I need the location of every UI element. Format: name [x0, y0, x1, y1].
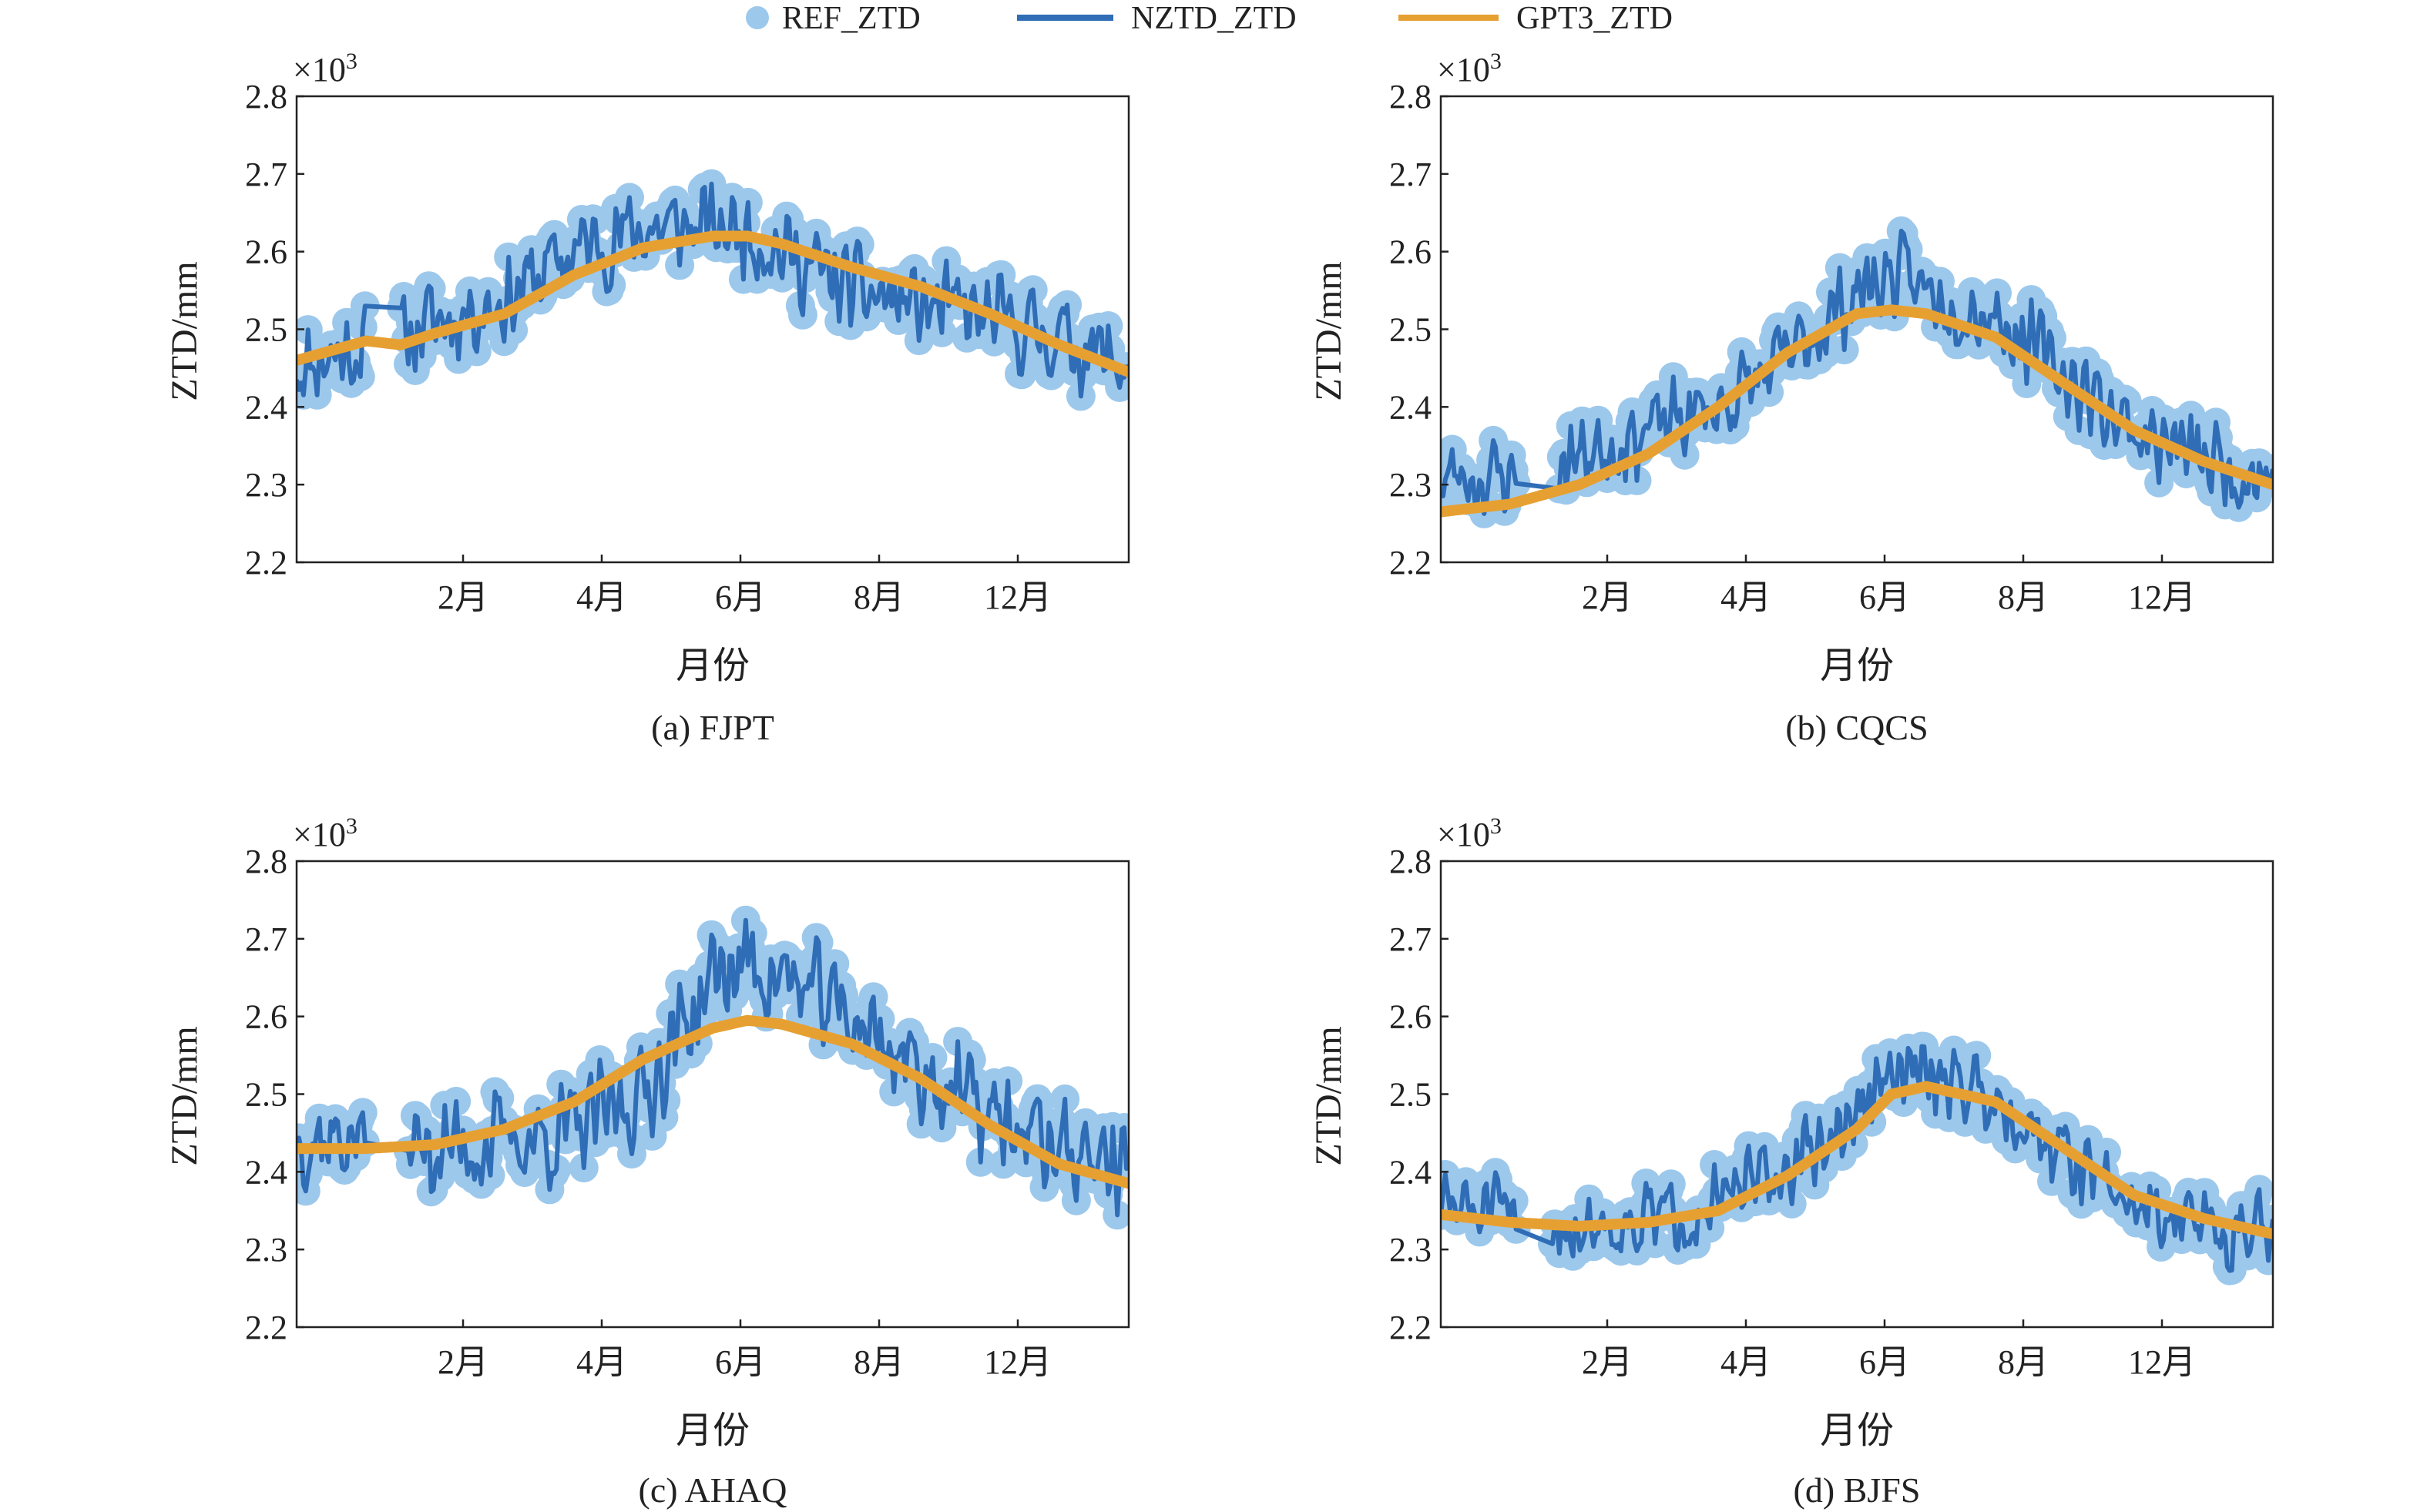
multiplier-label: ×103 — [293, 813, 358, 853]
x-tick-label: 6月 — [715, 1343, 766, 1381]
x-tick-label: 2月 — [1582, 578, 1633, 616]
panel-b: ×103 ZTD/mm 月份 (b) CQCS 2.2 2.3 2.4 2.5 2.6 2… — [1308, 49, 2274, 747]
y-tick-label: 2.2 — [1389, 544, 1432, 582]
x-tick-label: 8月 — [854, 1343, 905, 1381]
x-axis-title: 月份 — [1820, 645, 1894, 686]
y-axis-title: ZTD/mm — [164, 1026, 205, 1165]
panel-caption: (d) BJFS — [1794, 1470, 1921, 1510]
y-tick-label: 2.7 — [1389, 920, 1432, 958]
y-tick-label: 2.7 — [245, 920, 287, 958]
legend: REF_ZTD NZTD_ZTD GPT3_ZTD — [746, 1, 1673, 36]
x-tick-label: 8月 — [854, 578, 905, 616]
x-tick-label: 4月 — [1720, 1343, 1771, 1381]
plot-area — [297, 905, 1129, 1230]
legend-label-ref: REF_ZTD — [782, 1, 921, 36]
x-tick-label: 12月 — [2128, 1343, 2196, 1381]
x-axis-title: 月份 — [676, 645, 750, 686]
panel-caption: (c) AHAQ — [639, 1470, 787, 1510]
y-tick-label: 2.5 — [1389, 311, 1432, 349]
x-tick-label: 2月 — [438, 1343, 488, 1381]
y-tick-label: 2.4 — [245, 388, 287, 426]
x-tick-label: 4月 — [1720, 578, 1771, 616]
y-tick-label: 2.2 — [245, 1309, 287, 1346]
x-tick-label: 2月 — [1582, 1343, 1633, 1381]
x-tick-label: 8月 — [1998, 1343, 2049, 1381]
x-tick-label: 6月 — [1859, 578, 1910, 616]
plot-area — [297, 169, 1129, 411]
y-tick-label: 2.8 — [1389, 843, 1432, 880]
y-tick-label: 2.6 — [245, 998, 287, 1036]
y-tick-label: 2.6 — [245, 233, 287, 271]
y-tick-label: 2.2 — [245, 544, 287, 582]
y-tick-label: 2.7 — [1389, 156, 1432, 193]
x-tick-label: 12月 — [2128, 578, 2196, 616]
y-tick-label: 2.8 — [245, 78, 287, 116]
legend-marker-ref — [746, 6, 769, 29]
x-axis-title: 月份 — [676, 1410, 750, 1451]
y-tick-label: 2.5 — [245, 1076, 287, 1114]
gpt3-ztd-line — [297, 1014, 1129, 1189]
nztd-ztd-line — [1441, 228, 2273, 516]
legend-label-gpt3: GPT3_ZTD — [1516, 1, 1673, 36]
nztd-ztd-line — [297, 917, 1129, 1218]
x-tick-label: 2月 — [438, 578, 488, 616]
y-tick-label: 2.6 — [1389, 998, 1432, 1036]
x-tick-label: 8月 — [1998, 578, 2049, 616]
y-tick-label: 2.4 — [1389, 1153, 1432, 1191]
gpt3-ztd-line — [1441, 1081, 2273, 1239]
y-axis-title: ZTD/mm — [164, 261, 205, 401]
x-tick-label: 12月 — [984, 1343, 1052, 1381]
panel-c: ×103 ZTD/mm 月份 (c) AHAQ 2.2 2.3 2.4 2.5 2.6 2… — [164, 813, 1130, 1510]
y-tick-label: 2.5 — [245, 311, 287, 349]
panel-caption: (b) CQCS — [1785, 708, 1928, 747]
multiplier-label: ×103 — [1437, 49, 1502, 89]
gpt3-ztd-line — [297, 230, 1129, 377]
plot-area — [1441, 1031, 2273, 1286]
multiplier-label: ×103 — [293, 49, 358, 89]
y-tick-label: 2.3 — [245, 466, 287, 504]
y-tick-label: 2.3 — [245, 1231, 287, 1269]
y-tick-label: 2.4 — [245, 1153, 287, 1191]
y-tick-label: 2.3 — [1389, 1231, 1432, 1269]
multiplier-label: ×103 — [1437, 813, 1502, 853]
y-tick-label: 2.6 — [1389, 233, 1432, 271]
x-tick-label: 4月 — [576, 578, 627, 616]
y-tick-label: 2.8 — [1389, 78, 1432, 116]
x-tick-label: 6月 — [715, 578, 766, 616]
gpt3-ztd-line — [1441, 304, 2273, 518]
y-tick-label: 2.5 — [1389, 1076, 1432, 1114]
panel-a: ×103 ZTD/mm 月份 (a) FJPT 2.2 2.3 2.4 2.5 2.6 2… — [164, 49, 1130, 747]
x-tick-label: 4月 — [576, 1343, 627, 1381]
y-tick-label: 2.2 — [1389, 1309, 1432, 1346]
y-axis-title: ZTD/mm — [1308, 1026, 1349, 1165]
panel-d: ×103 ZTD/mm 月份 (d) BJFS 2.2 2.3 2.4 2.5 2.6 2… — [1308, 813, 2274, 1510]
x-tick-label: 6月 — [1859, 1343, 1910, 1381]
legend-label-nztd: NZTD_ZTD — [1131, 1, 1297, 36]
y-axis-title: ZTD/mm — [1308, 261, 1349, 401]
y-tick-label: 2.3 — [1389, 466, 1432, 504]
x-tick-label: 12月 — [984, 578, 1052, 616]
plot-area — [1441, 216, 2273, 528]
panel-caption: (a) FJPT — [651, 708, 774, 747]
x-axis-title: 月份 — [1820, 1410, 1894, 1451]
y-tick-label: 2.8 — [245, 843, 287, 880]
y-tick-label: 2.4 — [1389, 388, 1432, 426]
y-tick-label: 2.7 — [245, 156, 287, 193]
